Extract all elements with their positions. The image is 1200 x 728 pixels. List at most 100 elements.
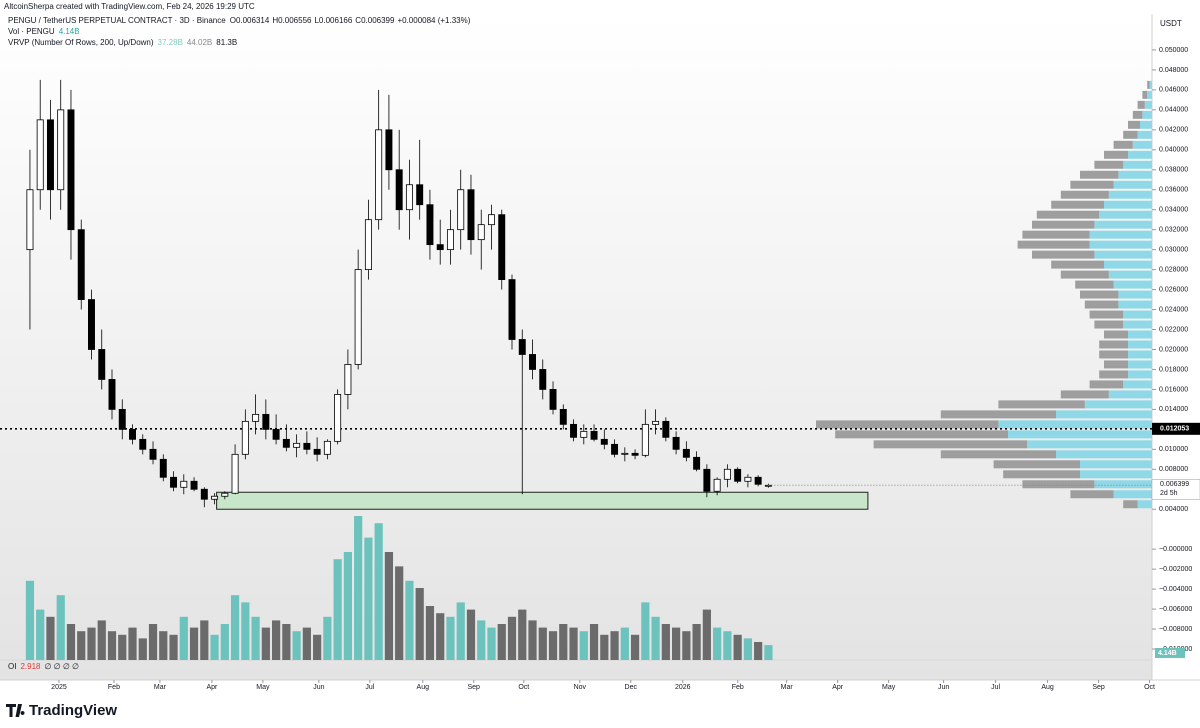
vrvp-up — [1108, 190, 1152, 199]
volume-bar — [692, 624, 701, 660]
vrvp-up — [1149, 80, 1152, 89]
volume-legend: Vol · PENGU 4.14B — [8, 27, 80, 36]
ohlc-value: 0.006399 — [361, 16, 395, 25]
x-tick-label: Nov — [574, 684, 587, 691]
volume-bar — [456, 602, 465, 660]
volume-bar — [518, 609, 527, 660]
vrvp-down — [1036, 210, 1100, 219]
logo-mark — [6, 704, 25, 717]
candle-body — [682, 448, 690, 458]
vrvp-up — [1123, 310, 1152, 319]
candle-body — [672, 436, 680, 450]
y-tick-label: 0.036000 — [1159, 187, 1188, 194]
vrvp-up — [1104, 200, 1152, 209]
volume-bar — [241, 602, 250, 660]
x-tick-label: Oct — [1144, 684, 1155, 691]
vrvp-down — [1022, 480, 1095, 489]
volume-bar — [548, 631, 558, 660]
symbol: PENGU / TetherUS PERPETUAL CONTRACT · 3D… — [8, 16, 226, 25]
y-tick-label: 0.040000 — [1159, 147, 1188, 154]
y-tick-label: 0.022000 — [1159, 326, 1188, 333]
candle-body — [723, 468, 731, 480]
volume-bar — [713, 627, 722, 660]
vrvp-up — [1056, 450, 1152, 459]
vrvp-total: 81.3B — [216, 38, 237, 47]
y-tick-label: 0.020000 — [1159, 346, 1188, 353]
candle-body — [313, 448, 321, 455]
candle-body — [293, 442, 301, 448]
x-tick-label: Apr — [206, 684, 218, 691]
volume-bar — [354, 516, 363, 660]
volume-bar — [323, 616, 332, 660]
volume-bar — [610, 631, 619, 660]
x-tick-label: Jul — [365, 684, 374, 691]
volume-bar — [292, 631, 301, 660]
candle-body — [436, 244, 444, 251]
volume-bar — [589, 624, 599, 660]
x-tick-label: 2026 — [675, 684, 691, 691]
ohlc-value: 0.006556 — [278, 16, 312, 25]
vrvp-down — [1099, 340, 1128, 349]
candle-body — [385, 129, 393, 171]
volume-bar — [220, 624, 229, 660]
candle-body — [518, 339, 526, 355]
x-tick-label: Aug — [1041, 684, 1054, 691]
candle-body — [467, 189, 475, 241]
volume-bar — [733, 634, 742, 660]
volume-bar — [148, 624, 158, 660]
vrvp-down — [1070, 490, 1114, 499]
volume-bar — [36, 609, 45, 660]
volume-bar — [477, 620, 486, 660]
candle-body — [539, 369, 547, 390]
volume-title: Vol · PENGU — [8, 27, 55, 36]
volume-bar — [159, 631, 168, 660]
vrvp-title: VRVP (Number Of Rows, 200, Up/Down) — [8, 38, 154, 47]
volume-bar — [569, 627, 578, 660]
volume-bar — [169, 634, 178, 660]
vrvp-up — [1123, 380, 1152, 389]
vrvp-up — [1118, 290, 1152, 299]
volume-bar — [179, 616, 188, 660]
volume-bar — [343, 552, 352, 660]
candle-body — [272, 428, 280, 440]
volume-bar — [507, 616, 517, 660]
volume-bar — [528, 620, 537, 660]
currency: USDT — [1160, 19, 1182, 28]
candle-body — [611, 443, 619, 455]
candle-body — [416, 184, 424, 206]
candle-body — [98, 349, 106, 380]
vrvp-up — [1056, 410, 1152, 419]
vrvp-up — [1128, 330, 1152, 339]
candle-body — [744, 476, 752, 482]
volume-bar — [25, 580, 35, 660]
vrvp-down — [1051, 260, 1104, 269]
volume-bar — [189, 627, 199, 660]
candle-body — [600, 438, 608, 445]
candle-body — [570, 423, 578, 438]
y-tick-label: 0.046000 — [1159, 87, 1188, 94]
candle-body — [334, 394, 342, 442]
volume-bar — [364, 537, 373, 660]
vrvp-down — [1142, 90, 1148, 99]
vrvp-down — [1137, 100, 1145, 109]
candle-body — [57, 109, 65, 191]
volume-bar — [46, 616, 55, 660]
vrvp-legend: VRVP (Number Of Rows, 200, Up/Down) 37.28… — [8, 38, 237, 47]
volume-bar — [672, 627, 681, 660]
plot-area — [0, 14, 1152, 680]
ohlc-letter: L — [314, 16, 319, 25]
volume-bar — [210, 634, 219, 660]
x-tick-label: Mar — [781, 684, 794, 691]
vrvp-down — [1075, 280, 1114, 289]
vrvp-down — [1123, 130, 1138, 139]
vrvp-down — [1123, 500, 1138, 509]
vrvp-up — [1132, 140, 1152, 149]
candle-body — [426, 204, 434, 246]
vrvp-up — [1108, 270, 1152, 279]
y-tick-label: 0.032000 — [1159, 227, 1188, 234]
y-tick-label: 0.050000 — [1159, 47, 1188, 54]
vrvp-up — [1128, 360, 1152, 369]
vrvp-up — [1080, 460, 1152, 469]
vrvp-down — [835, 430, 1008, 439]
x-tick-label: Apr — [832, 684, 844, 691]
